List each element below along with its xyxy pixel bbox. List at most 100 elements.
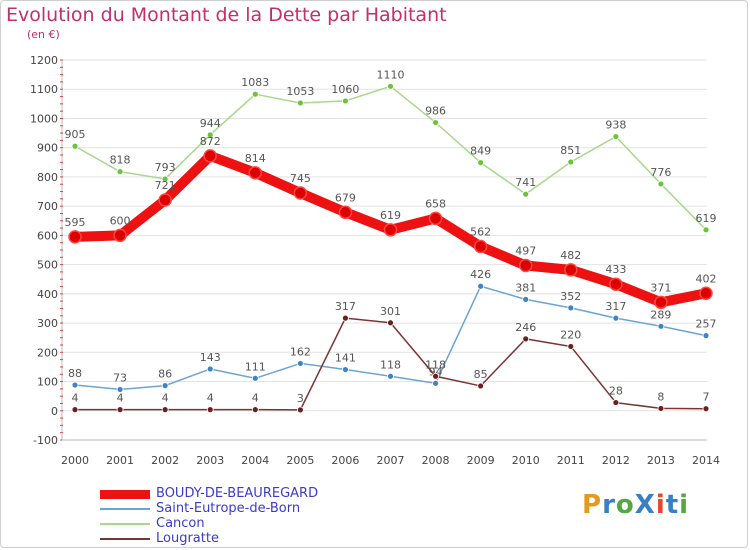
data-label: 986 bbox=[425, 105, 446, 118]
data-label: 851 bbox=[560, 144, 581, 157]
x-tick-label: 2013 bbox=[647, 454, 675, 467]
data-label: 1110 bbox=[377, 68, 405, 81]
data-point bbox=[612, 314, 620, 322]
data-point bbox=[522, 295, 530, 303]
chart-title: Evolution du Montant de la Dette par Hab… bbox=[6, 4, 447, 26]
legend-label: Lougratte bbox=[156, 531, 219, 546]
x-tick-label: 2009 bbox=[467, 454, 495, 467]
data-label: 371 bbox=[650, 281, 671, 294]
data-point bbox=[567, 343, 575, 350]
data-label: 289 bbox=[650, 308, 671, 321]
x-tick-label: 2001 bbox=[106, 454, 134, 467]
data-point bbox=[206, 131, 214, 139]
data-point bbox=[428, 211, 443, 226]
data-point bbox=[522, 190, 530, 198]
data-label: 73 bbox=[113, 371, 127, 384]
data-label: 7 bbox=[703, 391, 710, 404]
data-point bbox=[564, 263, 578, 277]
data-point bbox=[251, 374, 259, 382]
x-tick-label: 2002 bbox=[151, 454, 179, 467]
data-point bbox=[477, 159, 485, 167]
data-label: 679 bbox=[335, 191, 356, 204]
logo-letter: P bbox=[582, 490, 603, 520]
data-label: 8 bbox=[657, 390, 664, 403]
logo-letter: X bbox=[634, 490, 656, 520]
data-label: 220 bbox=[560, 328, 581, 341]
data-label: 944 bbox=[200, 117, 221, 130]
data-point bbox=[609, 277, 623, 291]
data-label: 4 bbox=[72, 392, 79, 405]
x-tick-label: 2011 bbox=[557, 454, 585, 467]
data-label: 721 bbox=[155, 179, 176, 192]
data-label: 118 bbox=[425, 358, 446, 371]
y-tick-label: 400 bbox=[37, 288, 58, 301]
data-label: 1053 bbox=[286, 85, 314, 98]
data-point bbox=[293, 186, 308, 200]
x-tick-label: 2004 bbox=[241, 454, 269, 467]
data-label: 619 bbox=[696, 212, 717, 225]
data-label: 317 bbox=[605, 300, 626, 313]
proxiti-logo: ProXiti bbox=[582, 490, 689, 520]
data-point bbox=[612, 399, 620, 406]
legend-swatch bbox=[100, 523, 150, 525]
data-point bbox=[296, 406, 304, 414]
data-label: 905 bbox=[65, 128, 86, 141]
data-point bbox=[161, 406, 169, 414]
data-label: 938 bbox=[605, 119, 626, 132]
data-point bbox=[657, 322, 665, 330]
data-point bbox=[161, 382, 169, 390]
data-label: 776 bbox=[650, 166, 671, 179]
x-tick-label: 2007 bbox=[377, 454, 405, 467]
data-label: 162 bbox=[290, 345, 311, 358]
data-point bbox=[248, 166, 263, 180]
data-point bbox=[251, 90, 259, 98]
data-label: 600 bbox=[110, 214, 131, 227]
data-label: 818 bbox=[110, 154, 131, 167]
data-label: 1083 bbox=[241, 76, 269, 89]
y-tick-label: 600 bbox=[37, 229, 58, 242]
x-tick-label: 2006 bbox=[331, 454, 359, 467]
line-chart: -100 0 100 200 300 400 500 600 700 800 900 1000 1100… bbox=[30, 54, 720, 467]
data-point bbox=[206, 406, 214, 414]
x-tick-label: 2012 bbox=[602, 454, 630, 467]
data-label: 741 bbox=[515, 176, 536, 189]
data-label: 141 bbox=[335, 352, 356, 365]
data-label: 482 bbox=[560, 249, 581, 262]
x-tick-label: 2005 bbox=[286, 454, 314, 467]
data-point bbox=[161, 175, 169, 183]
x-tick-label: 2014 bbox=[692, 454, 720, 467]
y-tick-label: 1100 bbox=[30, 83, 58, 96]
data-point bbox=[522, 335, 530, 343]
y-tick-label: 900 bbox=[37, 142, 58, 155]
data-label: 814 bbox=[245, 152, 266, 165]
data-point bbox=[71, 406, 79, 414]
data-point bbox=[71, 142, 79, 150]
y-tick-label: 300 bbox=[37, 317, 58, 330]
data-point bbox=[116, 406, 124, 414]
y-tick-label: 500 bbox=[37, 259, 58, 272]
data-point bbox=[387, 319, 394, 327]
data-label: 872 bbox=[200, 135, 221, 148]
logo-letter: i bbox=[679, 490, 690, 520]
data-label: 4 bbox=[117, 392, 124, 405]
data-point bbox=[432, 379, 439, 387]
data-label: 402 bbox=[696, 272, 717, 285]
data-label: 497 bbox=[515, 244, 536, 257]
data-label: 317 bbox=[335, 300, 356, 313]
data-point bbox=[473, 239, 488, 254]
data-point bbox=[567, 158, 575, 166]
y-tick-label: 0 bbox=[51, 405, 58, 418]
data-point bbox=[432, 119, 439, 126]
legend-swatch bbox=[100, 489, 150, 499]
data-label: 793 bbox=[155, 161, 176, 174]
data-label: 745 bbox=[290, 172, 311, 185]
data-point bbox=[296, 360, 304, 367]
data-label: 849 bbox=[470, 145, 491, 158]
data-label: 85 bbox=[474, 368, 488, 381]
data-point bbox=[158, 193, 172, 207]
data-label: 4 bbox=[162, 392, 169, 405]
x-tick-label: 2008 bbox=[422, 454, 450, 467]
data-label: 426 bbox=[470, 268, 491, 281]
logo-letter: t bbox=[665, 490, 680, 520]
